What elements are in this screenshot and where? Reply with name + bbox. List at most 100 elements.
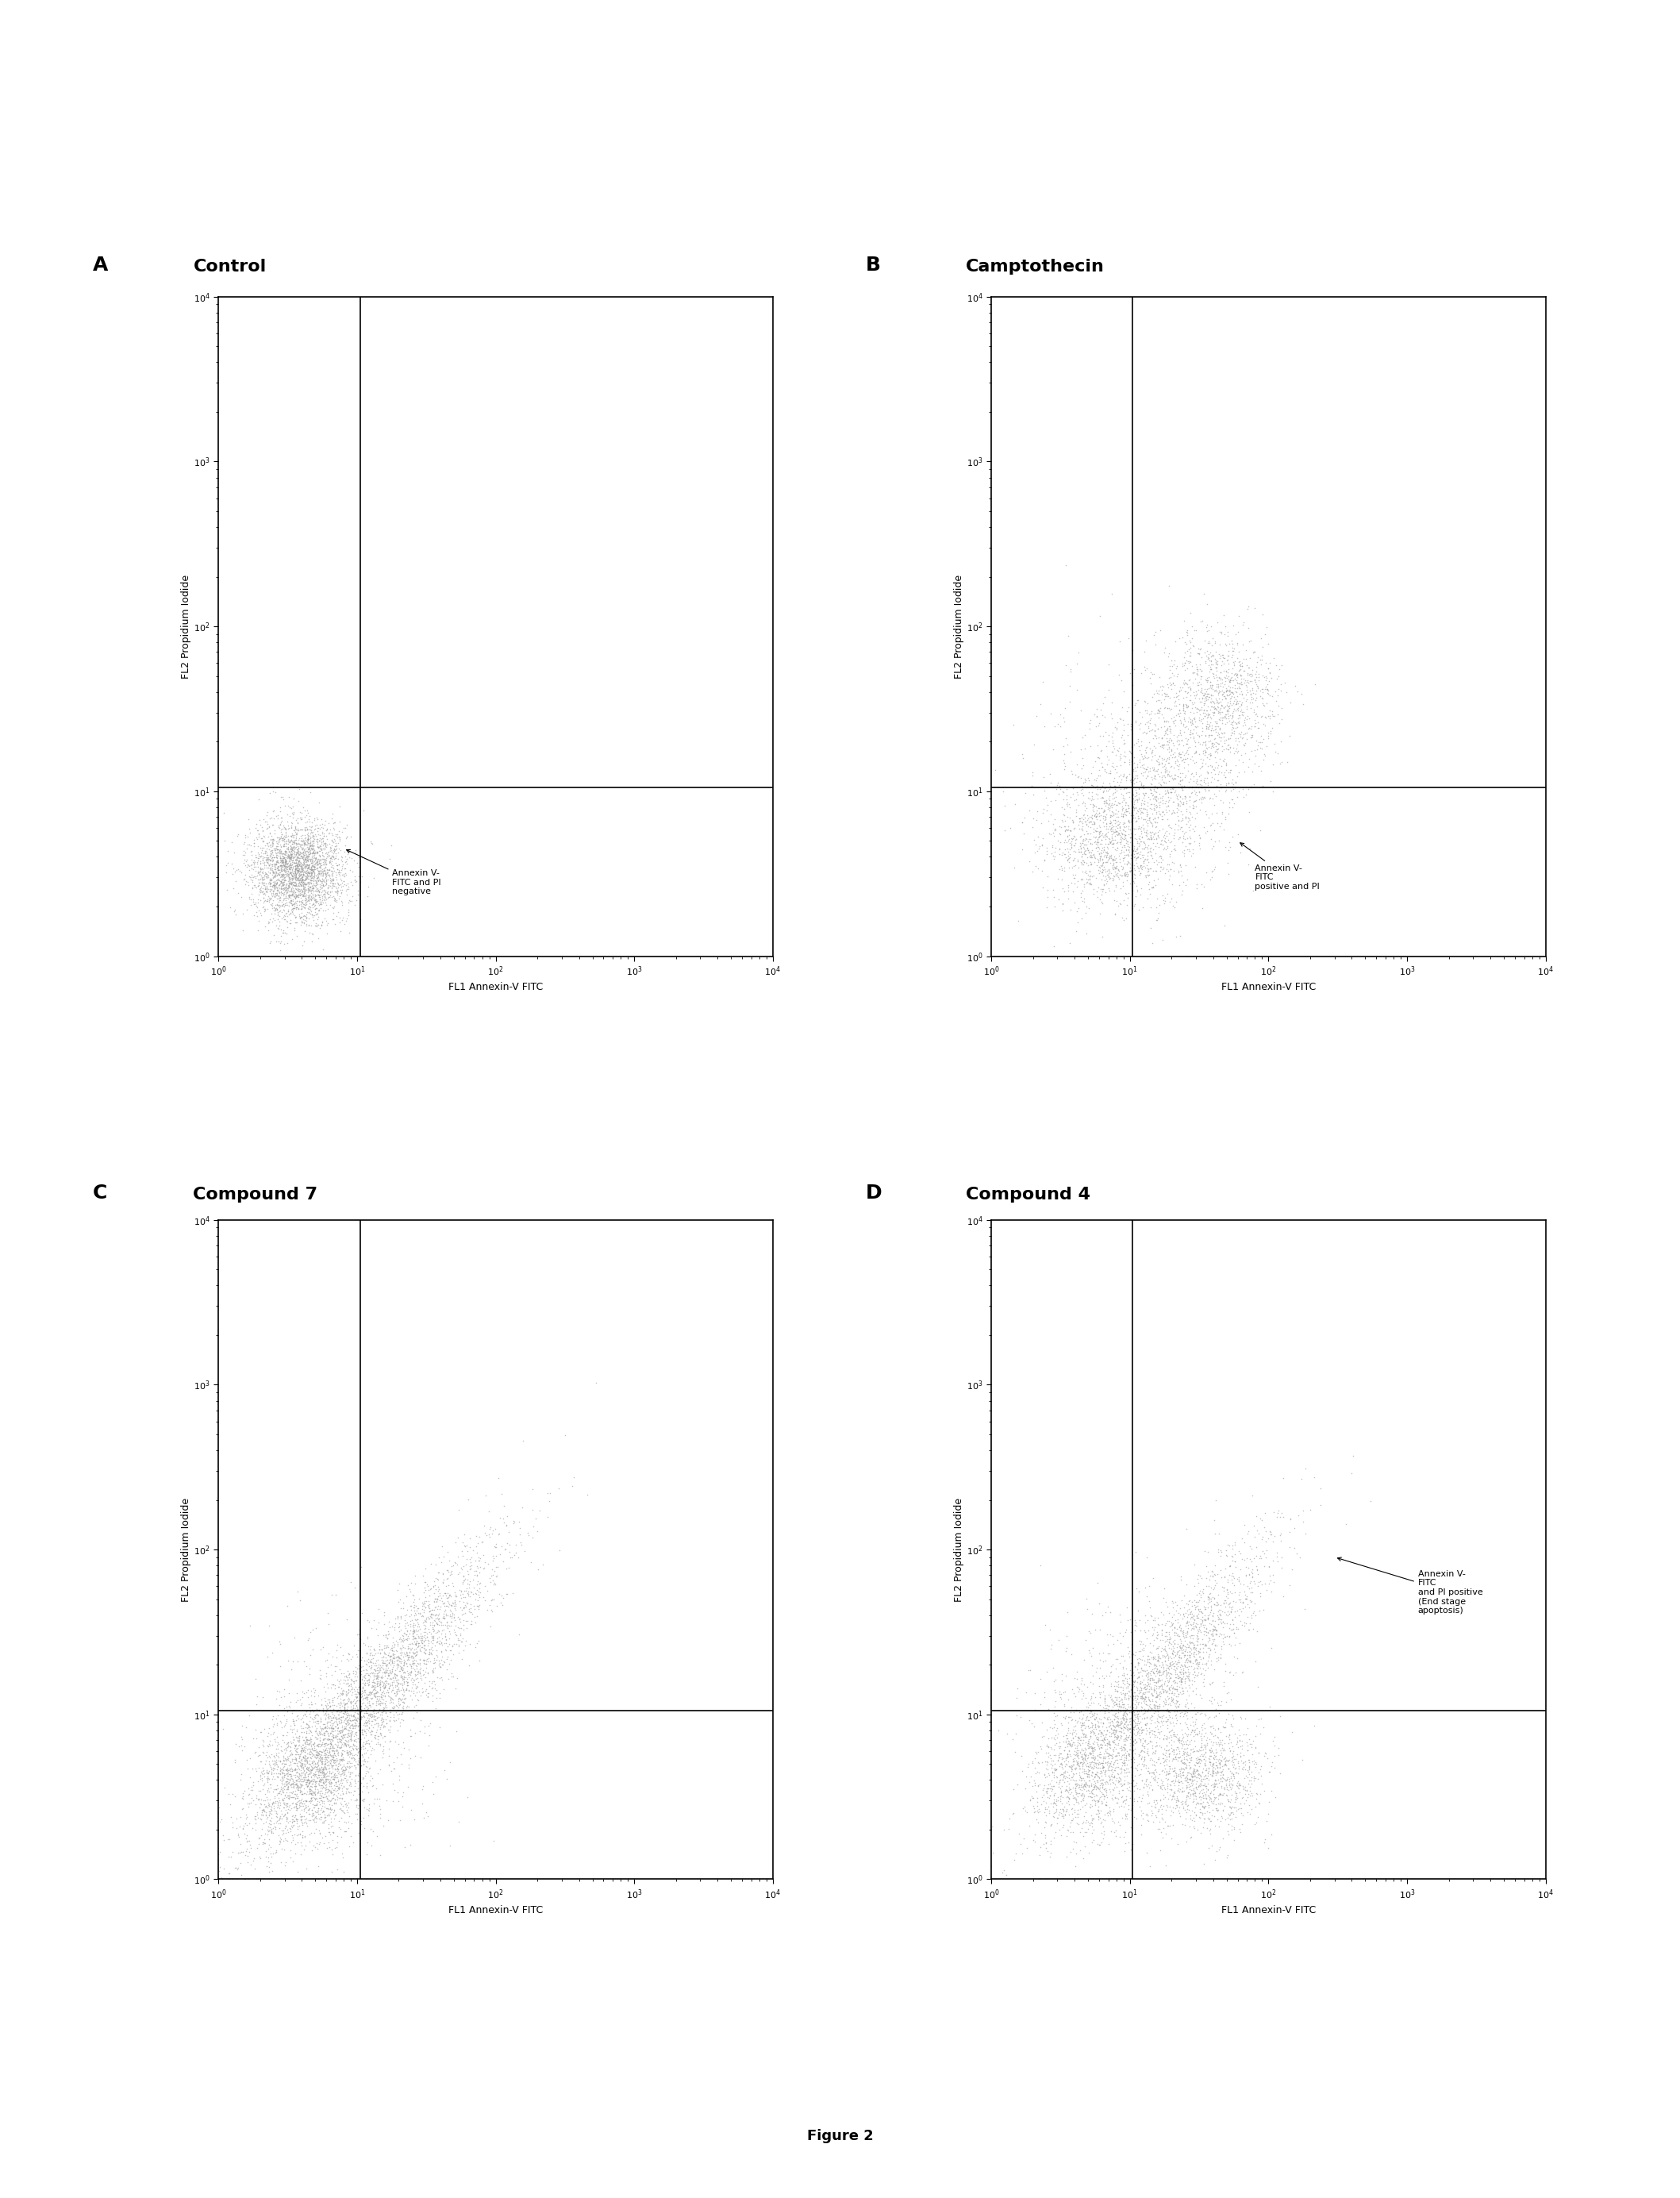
Point	[291, 857, 318, 892]
Point	[314, 877, 341, 912]
Point	[316, 804, 343, 840]
Point	[390, 1690, 417, 1725]
Point	[1198, 710, 1225, 745]
Point	[344, 873, 371, 908]
Point	[1141, 1692, 1168, 1728]
Point	[1008, 1739, 1035, 1774]
Point	[1025, 820, 1052, 855]
Point	[1053, 1772, 1080, 1807]
Point	[1127, 1699, 1154, 1734]
Point	[1075, 804, 1102, 840]
Point	[265, 820, 292, 855]
Point	[1169, 664, 1196, 699]
Point	[1137, 1690, 1164, 1725]
Point	[1126, 1710, 1152, 1745]
Point	[1141, 844, 1168, 879]
Point	[1179, 701, 1206, 736]
Point	[435, 1598, 462, 1633]
Point	[412, 1673, 438, 1708]
Point	[267, 807, 294, 842]
Point	[1191, 699, 1218, 734]
Point	[1198, 1829, 1225, 1864]
Point	[1072, 1747, 1099, 1783]
Point	[1253, 664, 1280, 699]
Point	[1079, 807, 1105, 842]
Point	[1230, 1752, 1257, 1787]
Point	[1124, 1686, 1151, 1721]
Point	[1102, 1818, 1129, 1853]
Point	[1168, 802, 1194, 837]
Point	[1052, 703, 1079, 739]
Point	[319, 1754, 346, 1789]
Point	[1200, 1783, 1226, 1818]
Point	[333, 1734, 360, 1769]
Point	[296, 870, 323, 906]
Point	[415, 1622, 442, 1657]
Point	[294, 866, 321, 901]
Point	[1238, 1598, 1265, 1633]
Point	[1161, 686, 1188, 721]
Point	[270, 837, 297, 873]
Point	[1201, 1783, 1228, 1818]
Point	[291, 864, 318, 899]
Point	[1074, 1756, 1100, 1791]
Point	[1067, 1712, 1094, 1747]
Point	[1141, 1655, 1168, 1690]
Point	[346, 1688, 373, 1723]
Point	[1100, 1794, 1127, 1829]
Point	[1112, 1721, 1139, 1756]
Point	[1168, 1657, 1194, 1692]
Point	[341, 1736, 368, 1772]
Point	[1171, 1747, 1198, 1783]
Point	[1166, 1629, 1193, 1664]
Point	[1026, 1838, 1053, 1873]
Point	[1099, 859, 1126, 895]
Point	[318, 1787, 344, 1822]
Point	[255, 1756, 282, 1791]
Point	[284, 848, 311, 884]
Point	[378, 1655, 405, 1690]
Point	[1205, 1794, 1231, 1829]
Point	[328, 864, 354, 899]
Point	[1228, 648, 1255, 684]
Point	[307, 1800, 334, 1835]
Point	[1057, 1728, 1084, 1763]
Point	[1184, 767, 1211, 802]
Point	[249, 855, 276, 890]
Point	[311, 1668, 338, 1703]
Point	[284, 846, 311, 881]
Point	[296, 1796, 323, 1831]
Point	[235, 1862, 262, 1897]
Point	[492, 1576, 519, 1611]
Point	[1161, 1741, 1188, 1776]
Point	[363, 1666, 390, 1701]
Point	[1174, 613, 1201, 648]
Point	[297, 1772, 324, 1807]
Point	[1136, 864, 1163, 899]
Point	[257, 1789, 284, 1824]
Point	[1062, 793, 1089, 829]
Point	[1109, 864, 1136, 899]
Point	[449, 1550, 475, 1585]
Point	[1040, 1761, 1067, 1796]
Point	[299, 835, 326, 870]
Point	[1104, 712, 1131, 747]
Point	[1173, 800, 1200, 835]
Point	[302, 851, 329, 886]
Point	[1164, 853, 1191, 888]
Point	[311, 1761, 338, 1796]
Point	[296, 1732, 323, 1767]
Point	[291, 1739, 318, 1774]
Point	[358, 1648, 385, 1684]
Point	[1109, 815, 1136, 851]
Point	[1213, 1585, 1240, 1620]
Point	[1159, 1646, 1186, 1681]
Point	[1262, 1750, 1289, 1785]
Point	[284, 851, 311, 886]
Point	[269, 846, 296, 881]
Point	[1110, 712, 1137, 747]
Point	[1137, 1655, 1164, 1690]
Point	[287, 857, 314, 892]
Point	[1220, 626, 1247, 662]
Point	[281, 840, 307, 875]
